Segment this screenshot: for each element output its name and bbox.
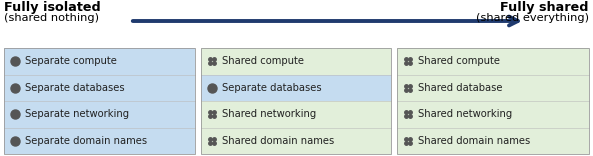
Text: Separate databases: Separate databases bbox=[25, 83, 125, 93]
Text: Shared compute: Shared compute bbox=[222, 56, 304, 66]
Text: Fully shared: Fully shared bbox=[500, 1, 589, 14]
Text: (shared everything): (shared everything) bbox=[476, 13, 589, 23]
Text: Shared domain names: Shared domain names bbox=[418, 136, 530, 146]
Bar bbox=[397, 75, 589, 101]
Text: Shared networking: Shared networking bbox=[222, 109, 316, 119]
Text: Shared compute: Shared compute bbox=[418, 56, 500, 66]
Text: Separate compute: Separate compute bbox=[25, 56, 117, 66]
Text: Shared domain names: Shared domain names bbox=[222, 136, 334, 146]
Bar bbox=[397, 101, 589, 127]
Text: Separate networking: Separate networking bbox=[25, 109, 129, 119]
Text: Separate domain names: Separate domain names bbox=[25, 136, 147, 146]
Bar bbox=[201, 48, 391, 75]
Bar bbox=[201, 48, 391, 154]
Bar bbox=[201, 127, 391, 154]
Bar bbox=[397, 48, 589, 75]
Bar bbox=[4, 127, 195, 154]
Bar bbox=[4, 48, 195, 75]
Bar bbox=[201, 75, 391, 101]
Bar bbox=[397, 127, 589, 154]
Bar bbox=[201, 101, 391, 127]
Bar bbox=[4, 48, 195, 154]
Text: (shared nothing): (shared nothing) bbox=[4, 13, 99, 23]
Text: Fully isolated: Fully isolated bbox=[4, 1, 101, 14]
Bar bbox=[4, 75, 195, 101]
Text: Separate databases: Separate databases bbox=[222, 83, 321, 93]
Bar bbox=[4, 101, 195, 127]
Bar bbox=[397, 48, 589, 154]
Text: Shared database: Shared database bbox=[418, 83, 502, 93]
Text: Shared networking: Shared networking bbox=[418, 109, 512, 119]
